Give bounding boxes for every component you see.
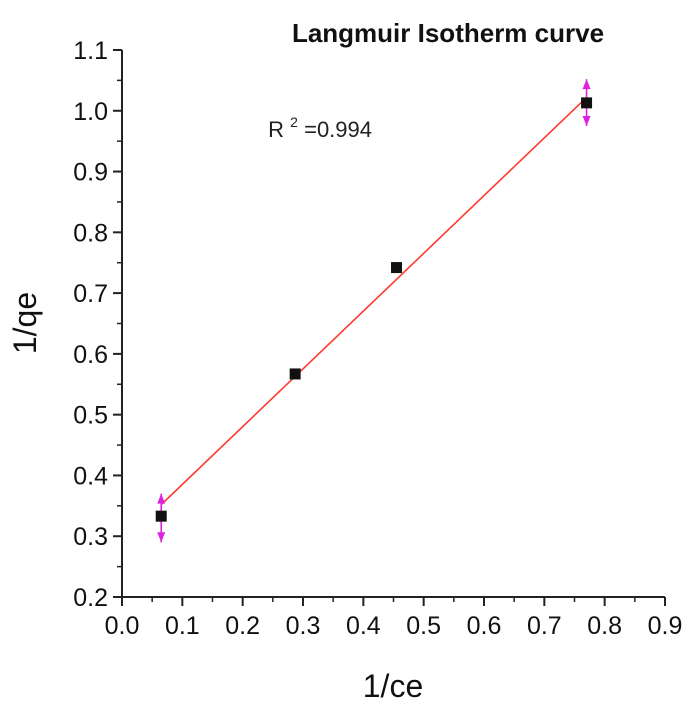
r-squared-superscript: 2 xyxy=(290,114,298,130)
y-tick-label: 1.0 xyxy=(73,98,108,126)
y-tick-label: 0.2 xyxy=(73,584,108,612)
r-squared-annotation: R 2 =0.994 xyxy=(268,107,372,142)
data-point-layer xyxy=(155,97,593,522)
error-bar-cap-top xyxy=(582,79,591,90)
x-tick-label: 0.4 xyxy=(346,612,381,640)
y-tick-label: 0.8 xyxy=(73,219,108,247)
y-axis-ticks: 0.2 0.3 0.4 0.5 0.6 0.7 0.8 0.9 1.0 1.1 xyxy=(73,37,122,612)
x-tick-label: 0.6 xyxy=(467,612,502,640)
r-squared-value: =0.994 xyxy=(304,117,372,142)
data-point xyxy=(289,368,301,380)
data-point xyxy=(581,97,593,109)
x-tick-label: 0.3 xyxy=(286,612,321,640)
error-bar-layer xyxy=(157,79,591,543)
fit-line-layer xyxy=(160,96,588,506)
y-tick-label: 0.4 xyxy=(73,462,108,490)
x-axis-ticks: 0.0 0.1 0.2 0.3 0.4 0.5 0.6 0.7 0.8 0.9 xyxy=(105,597,683,640)
fit-line xyxy=(160,96,588,506)
error-bar-cap-bottom xyxy=(582,115,591,126)
y-tick-label: 1.1 xyxy=(73,37,108,65)
y-tick-label: 0.9 xyxy=(73,159,108,187)
data-point xyxy=(391,262,403,274)
error-bar-cap-top xyxy=(157,493,166,504)
x-tick-label: 0.2 xyxy=(225,612,260,640)
x-tick-label: 0.5 xyxy=(406,612,441,640)
x-tick-label: 0.7 xyxy=(527,612,562,640)
y-tick-label: 0.5 xyxy=(73,402,108,430)
error-bar-cap-bottom xyxy=(157,532,166,543)
y-tick-label: 0.6 xyxy=(73,341,108,369)
x-tick-label: 0.8 xyxy=(587,612,622,640)
y-axis-title: 1/qe xyxy=(7,292,43,354)
x-tick-label: 0.1 xyxy=(165,612,200,640)
x-axis-title: 1/ce xyxy=(363,668,423,704)
r-squared-base: R xyxy=(268,117,284,142)
y-tick-label: 0.7 xyxy=(73,280,108,308)
data-point xyxy=(155,510,167,522)
chart-title: Langmuir Isotherm curve xyxy=(292,18,604,48)
x-tick-label: 0.9 xyxy=(648,612,683,640)
y-tick-label: 0.3 xyxy=(73,523,108,551)
x-tick-label: 0.0 xyxy=(105,612,140,640)
